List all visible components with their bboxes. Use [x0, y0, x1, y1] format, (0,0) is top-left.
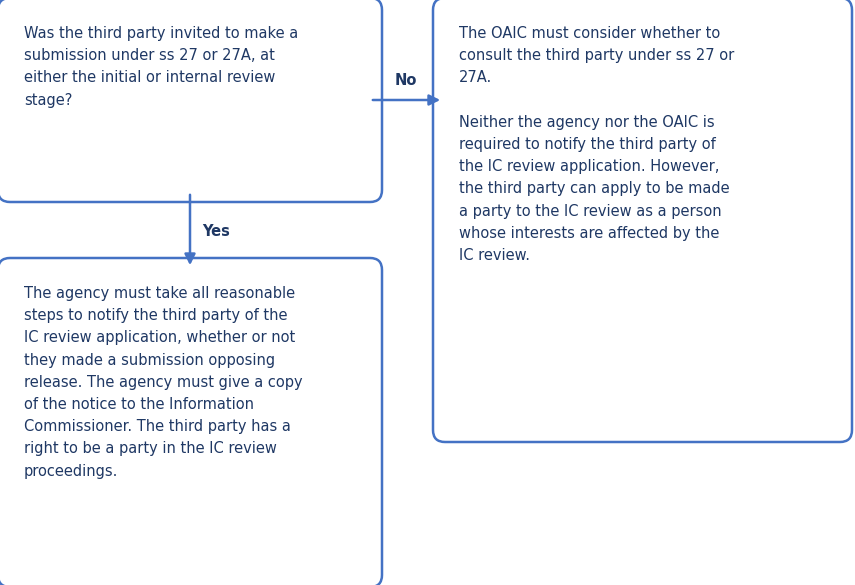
FancyBboxPatch shape [0, 258, 382, 585]
Text: The OAIC must consider whether to
consult the third party under ss 27 or
27A.

N: The OAIC must consider whether to consul… [459, 26, 734, 263]
Text: No: No [395, 73, 417, 88]
FancyBboxPatch shape [0, 0, 382, 202]
Text: Yes: Yes [202, 225, 230, 239]
FancyBboxPatch shape [433, 0, 852, 442]
Text: Was the third party invited to make a
submission under ss 27 or 27A, at
either t: Was the third party invited to make a su… [24, 26, 298, 108]
Text: The agency must take all reasonable
steps to notify the third party of the
IC re: The agency must take all reasonable step… [24, 286, 303, 479]
